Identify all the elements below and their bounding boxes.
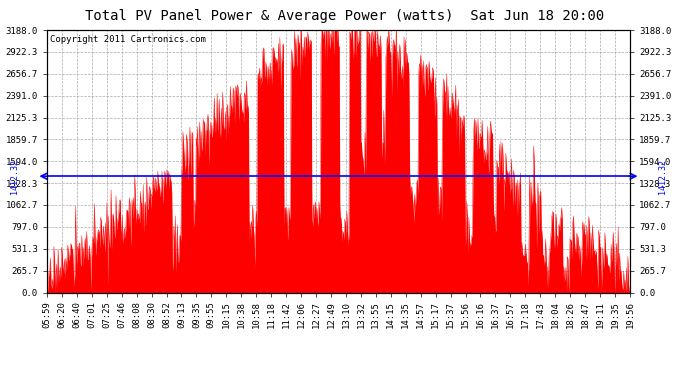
Text: Total PV Panel Power & Average Power (watts)  Sat Jun 18 20:00: Total PV Panel Power & Average Power (wa… — [86, 9, 604, 23]
Text: Copyright 2011 Cartronics.com: Copyright 2011 Cartronics.com — [50, 35, 206, 44]
Text: 1412.32: 1412.32 — [10, 159, 19, 194]
Text: 1412.32: 1412.32 — [658, 159, 667, 194]
